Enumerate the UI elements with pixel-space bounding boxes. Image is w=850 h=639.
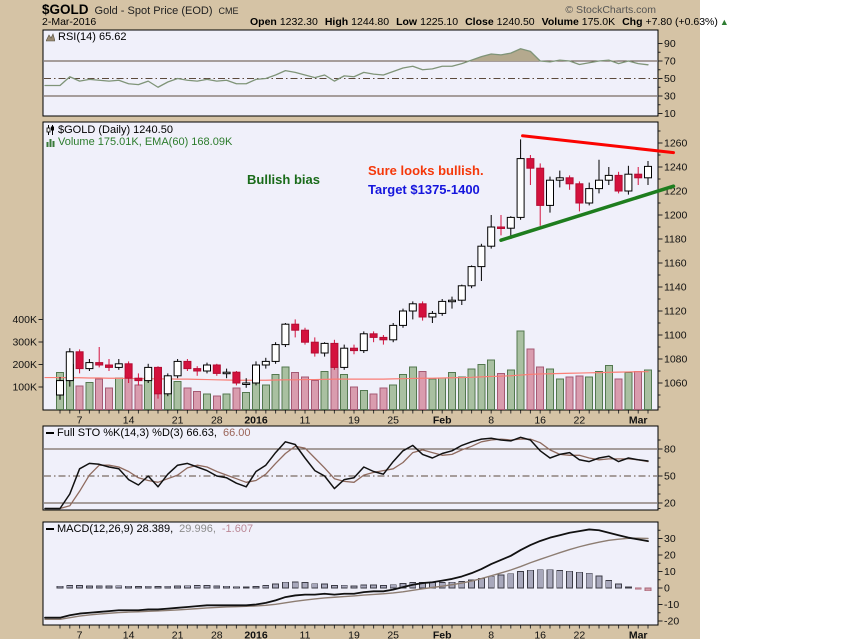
quote-field-value: 1244.80 <box>351 16 390 28</box>
svg-text:11: 11 <box>300 630 311 639</box>
svg-text:19: 19 <box>348 415 360 427</box>
svg-text:0: 0 <box>664 583 670 595</box>
svg-text:200K: 200K <box>12 359 37 371</box>
macd-legend-main: MACD(12,26,9) 28.389, <box>57 523 174 535</box>
svg-text:1080: 1080 <box>664 354 688 366</box>
svg-text:25: 25 <box>387 415 399 427</box>
exchange-label: CME <box>218 6 239 16</box>
svg-text:19: 19 <box>348 630 360 639</box>
svg-text:10: 10 <box>664 108 676 120</box>
svg-text:-10: -10 <box>664 599 679 611</box>
symbol-description: Gold - Spot Price (EOD) <box>94 5 213 17</box>
svg-text:21: 21 <box>172 415 184 427</box>
macd-legend-signal-value: 29.996, <box>179 523 216 535</box>
svg-text:Mar: Mar <box>629 630 648 639</box>
svg-text:1120: 1120 <box>664 306 687 318</box>
svg-text:25: 25 <box>387 630 399 639</box>
svg-text:100K: 100K <box>12 382 37 394</box>
mountain-icon <box>45 32 56 42</box>
macd-legend: MACD(12,26,9) 28.389, 29.996, -1.607 <box>46 523 253 535</box>
quote-field-value: +7.80 (+0.63%) <box>645 16 718 28</box>
price-legend-text: $GOLD (Daily) 1240.50 <box>58 124 173 136</box>
svg-text:Mar: Mar <box>629 415 648 427</box>
svg-text:2016: 2016 <box>244 415 268 427</box>
svg-text:50: 50 <box>664 73 676 85</box>
quote-field-value: 1225.10 <box>420 16 459 28</box>
quote-field-value: 1232.30 <box>279 16 318 28</box>
svg-text:1180: 1180 <box>664 234 687 246</box>
svg-text:14: 14 <box>123 630 135 639</box>
up-triangle-icon: ▲ <box>719 17 729 27</box>
macd-legend-hist-value: -1.607 <box>221 523 254 535</box>
volume-legend: Volume 175.01K, EMA(60) 168.09K <box>46 136 232 148</box>
quote-field-label: Open <box>250 16 277 28</box>
quote-field-label: Close <box>465 16 494 28</box>
volume-legend-text: Volume 175.01K, EMA(60) 168.09K <box>58 136 233 148</box>
svg-text:8: 8 <box>488 415 494 427</box>
rsi-legend-text: RSI(14) 65.62 <box>58 31 127 43</box>
sto-legend-main: Full STO %K(14,3) %D(3) 66.63, <box>57 427 217 439</box>
svg-text:30: 30 <box>664 91 676 103</box>
svg-text:16: 16 <box>534 630 546 639</box>
annotation-bullish-bias: Bullish bias <box>247 172 320 187</box>
svg-text:1140: 1140 <box>664 282 687 294</box>
svg-text:1060: 1060 <box>664 378 688 390</box>
svg-text:28: 28 <box>211 415 223 427</box>
svg-text:10: 10 <box>664 566 676 578</box>
sto-legend: Full STO %K(14,3) %D(3) 66.63, 66.00 <box>46 427 251 439</box>
svg-text:300K: 300K <box>12 337 37 349</box>
svg-text:50: 50 <box>664 471 676 483</box>
svg-text:2016: 2016 <box>244 630 268 639</box>
chart-header: $GOLD Gold - Spot Price (EOD) CME <box>42 2 239 17</box>
svg-text:14: 14 <box>123 415 135 427</box>
svg-text:Feb: Feb <box>433 630 452 639</box>
svg-text:Feb: Feb <box>433 415 452 427</box>
svg-text:7: 7 <box>77 415 83 427</box>
svg-text:1240: 1240 <box>664 162 688 174</box>
svg-text:8: 8 <box>488 630 494 639</box>
sto-legend-d-value: 66.00 <box>222 427 251 439</box>
rsi-legend: RSI(14) 65.62 <box>45 31 127 43</box>
quote-field-value: 175.0K <box>581 16 616 28</box>
svg-text:80: 80 <box>664 444 676 456</box>
svg-text:1160: 1160 <box>664 258 687 270</box>
quote-field-label: Chg <box>622 16 643 28</box>
svg-text:20: 20 <box>664 550 676 562</box>
quote-field-label: Volume <box>541 16 579 28</box>
svg-text:90: 90 <box>664 38 676 50</box>
svg-text:20: 20 <box>664 498 676 510</box>
candlestick-icon <box>46 125 55 135</box>
svg-text:400K: 400K <box>12 314 37 326</box>
svg-text:11: 11 <box>300 415 311 427</box>
svg-text:7: 7 <box>77 630 83 639</box>
line-icon <box>46 431 54 435</box>
annotation-price-target: Target $1375-1400 <box>368 182 480 197</box>
quote-field-value: 1240.50 <box>496 16 535 28</box>
svg-text:-20: -20 <box>664 616 679 628</box>
svg-text:70: 70 <box>664 56 676 68</box>
svg-text:30: 30 <box>664 533 676 545</box>
svg-text:22: 22 <box>574 415 586 427</box>
svg-text:16: 16 <box>534 415 546 427</box>
quote-field-label: Low <box>396 16 418 28</box>
quote-row: Open 1232.30 High 1244.80 Low 1225.10 Close 124… <box>250 16 729 28</box>
price-legend: $GOLD (Daily) 1240.50 <box>46 124 173 136</box>
svg-text:1100: 1100 <box>664 330 687 342</box>
svg-text:1200: 1200 <box>664 210 688 222</box>
line-icon <box>46 527 54 531</box>
copyright-label: © StockCharts.com <box>565 4 656 16</box>
annotation-sure-looks-bullish: Sure looks bullish. <box>368 163 484 178</box>
svg-text:1260: 1260 <box>664 138 688 150</box>
chart-date: 2-Mar-2016 <box>42 16 97 28</box>
histogram-icon <box>46 138 55 147</box>
quote-field-label: High <box>324 16 349 28</box>
svg-text:28: 28 <box>211 630 223 639</box>
symbol-label: $GOLD <box>42 2 89 17</box>
svg-text:21: 21 <box>172 630 184 639</box>
svg-text:22: 22 <box>574 630 586 639</box>
